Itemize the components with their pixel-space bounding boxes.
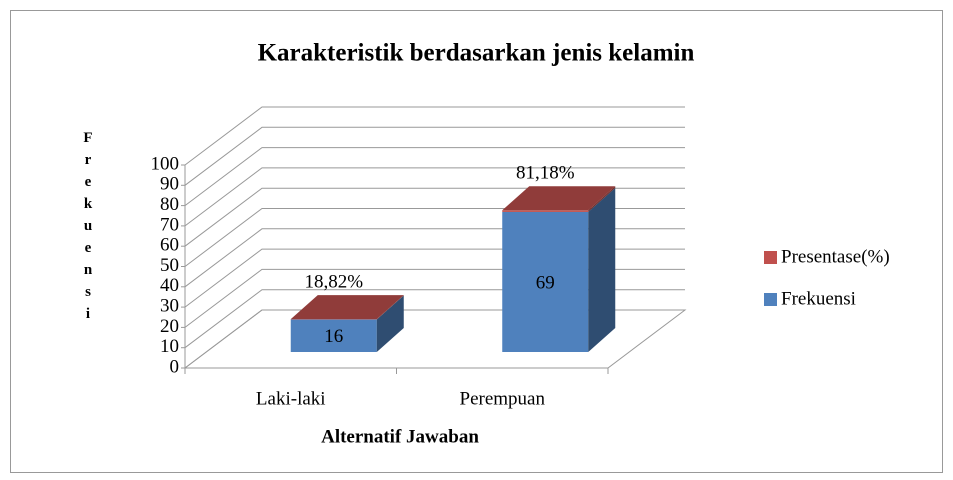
y-tick-label: 20 — [160, 316, 179, 337]
grid-line — [184, 126, 685, 186]
bar-top — [290, 295, 404, 320]
bar — [502, 211, 589, 352]
grid-line — [184, 106, 685, 166]
y-tick-label: 60 — [160, 235, 179, 256]
data-label: 16 — [324, 326, 343, 347]
grid-line — [184, 167, 685, 227]
y-tick-label: 50 — [160, 255, 179, 276]
grid-line — [184, 147, 685, 206]
legend-swatch — [764, 251, 777, 264]
x-tick-label: Perempuan — [460, 388, 546, 409]
data-label: 18,82% — [304, 271, 363, 292]
bar-side — [376, 295, 404, 320]
y-tick-label: 90 — [160, 174, 179, 195]
chart-frame — [10, 10, 943, 473]
y-tick-label: 80 — [160, 194, 179, 215]
y-axis-title: Frekuensi — [80, 130, 96, 328]
y-tick-label: 30 — [160, 295, 179, 316]
chart-title: Karakteristik berdasarkan jenis kelamin — [258, 40, 695, 67]
y-tick-label: 0 — [170, 356, 180, 377]
y-tick-label: 70 — [160, 214, 179, 235]
bar — [502, 210, 589, 212]
x-axis-title: Alternatif Jawaban — [321, 426, 479, 447]
bar-side — [588, 186, 616, 212]
bar — [290, 319, 377, 352]
bar-side — [588, 187, 616, 352]
bar-side — [376, 295, 404, 352]
legend-label: Presentase(%) — [781, 246, 890, 267]
bar-top — [502, 186, 616, 211]
legend-swatch — [764, 293, 777, 306]
legend-label: Frekuensi — [781, 288, 856, 309]
y-tick-label: 10 — [160, 336, 179, 357]
x-tick-label: Laki-laki — [256, 388, 326, 409]
y-tick-label: 100 — [151, 153, 180, 174]
data-label: 81,18% — [516, 163, 575, 184]
data-label: 69 — [536, 272, 555, 293]
y-tick-label: 40 — [160, 275, 179, 296]
